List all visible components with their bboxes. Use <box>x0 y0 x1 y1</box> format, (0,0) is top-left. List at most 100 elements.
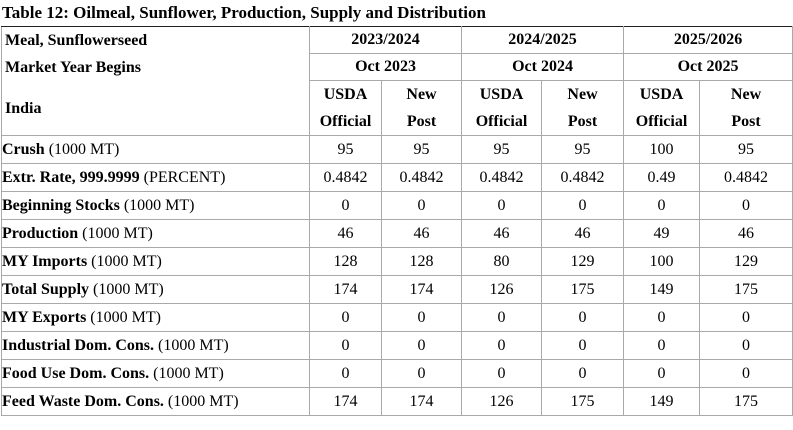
year-header-2025-2026: 2025/2026 <box>623 26 793 54</box>
new-post-line1: New <box>567 86 598 103</box>
usda-official-line1: USDA <box>479 86 524 103</box>
cell-value: 46 <box>699 219 793 248</box>
cell-value: 46 <box>309 219 382 248</box>
cell-value: 95 <box>309 135 382 164</box>
row-label-name: Food Use Dom. Cons. <box>2 364 150 382</box>
row-label: Crush (1000 MT) <box>1 135 310 164</box>
cell-value: 0 <box>309 359 382 388</box>
begin-header-oct-2025: Oct 2025 <box>623 53 793 81</box>
row-label-name: Crush <box>2 140 45 158</box>
row-label-unit: (1000 MT) <box>48 140 120 158</box>
cell-value: 175 <box>541 387 625 416</box>
table-row-crush: Crush (1000 MT) 95 95 95 95 100 95 <box>1 135 793 164</box>
cell-value: 126 <box>461 275 543 304</box>
row-label-name: MY Imports <box>2 252 88 270</box>
row-label-unit: (1000 MT) <box>82 224 153 242</box>
cell-value: 0 <box>380 303 463 332</box>
cell-value: 128 <box>380 247 463 276</box>
cell-value: 128 <box>309 247 382 276</box>
row-label-name: Total Supply <box>2 280 90 298</box>
year-header-2024-2025: 2024/2025 <box>461 26 625 54</box>
cell-value: 0 <box>623 191 701 220</box>
row-label-unit: (1000 MT) <box>167 392 239 410</box>
cell-value: 149 <box>623 387 701 416</box>
cell-value: 129 <box>541 247 625 276</box>
table-title: Table 12: Oilmeal, Sunflower, Production… <box>2 3 486 22</box>
cell-value: 0.4842 <box>461 163 543 192</box>
new-post-header: New Post <box>380 80 463 136</box>
row-label-unit: (1000 MT) <box>123 196 195 214</box>
cell-value: 0 <box>380 331 463 360</box>
row-label: MY Exports (1000 MT) <box>1 303 310 332</box>
row-label-unit: (1000 MT) <box>91 252 162 270</box>
row-label-name: MY Exports <box>2 308 87 326</box>
cell-value: 129 <box>699 247 793 276</box>
cell-value: 174 <box>380 387 463 416</box>
cell-value: 175 <box>699 387 793 416</box>
cell-value: 95 <box>541 135 625 164</box>
row-label-name: Feed Waste Dom. Cons. <box>2 392 164 410</box>
cell-value: 0 <box>461 191 543 220</box>
cell-value: 49 <box>623 219 701 248</box>
cell-value: 0.4842 <box>309 163 382 192</box>
cell-value: 0 <box>623 359 701 388</box>
cell-value: 0 <box>541 359 625 388</box>
begin-header-row: Oct 2023 Oct 2024 Oct 2025 <box>2 53 793 81</box>
commodity-label: Meal, Sunflowerseed <box>5 32 148 49</box>
cell-value: 100 <box>623 135 701 164</box>
cell-value: 0 <box>309 191 382 220</box>
table-row-industrial-dom-cons: Industrial Dom. Cons. (1000 MT) 0 0 0 0 … <box>1 331 793 360</box>
table-row-total-supply: Total Supply (1000 MT) 174 174 126 175 1… <box>1 275 793 304</box>
row-label: Industrial Dom. Cons. (1000 MT) <box>1 331 310 360</box>
row-label: Food Use Dom. Cons. (1000 MT) <box>1 359 310 388</box>
cell-value: 174 <box>309 275 382 304</box>
cell-value: 174 <box>380 275 463 304</box>
usda-official-line1: USDA <box>639 86 684 103</box>
cell-value: 95 <box>461 135 543 164</box>
cell-value: 126 <box>461 387 543 416</box>
row-label-name: Extr. Rate, 999.9999 <box>2 168 140 186</box>
usda-official-line2: Official <box>319 113 372 130</box>
cell-value: 0 <box>541 331 625 360</box>
new-post-line2: Post <box>731 113 761 130</box>
table-row-feed-waste-dom-cons: Feed Waste Dom. Cons. (1000 MT) 174 174 … <box>1 387 793 416</box>
cell-value: 0 <box>380 191 463 220</box>
new-post-header: New Post <box>541 80 625 136</box>
cell-value: 0 <box>309 331 382 360</box>
cell-value: 0 <box>541 191 625 220</box>
cell-value: 0 <box>461 303 543 332</box>
usda-official-line2: Official <box>635 113 688 130</box>
psd-table: Meal, Sunflowerseed Market Year Begins I… <box>1 26 793 416</box>
usda-official-header: USDA Official <box>461 80 543 136</box>
year-header-row: Meal, Sunflowerseed Market Year Begins I… <box>1 26 793 136</box>
row-label: Feed Waste Dom. Cons. (1000 MT) <box>1 387 310 416</box>
row-label-unit: (1000 MT) <box>153 364 224 382</box>
cell-value: 174 <box>309 387 382 416</box>
cell-value: 0 <box>699 303 793 332</box>
row-label: Extr. Rate, 999.9999 (PERCENT) <box>1 163 310 192</box>
cell-value: 0 <box>699 331 793 360</box>
usda-official-header: USDA Official <box>309 80 382 136</box>
market-year-begins-label: Market Year Begins <box>5 59 141 76</box>
cell-value: 0.4842 <box>380 163 463 192</box>
cell-value: 0 <box>699 359 793 388</box>
table-row-my-exports: MY Exports (1000 MT) 0 0 0 0 0 0 <box>1 303 793 332</box>
cell-value: 149 <box>623 275 701 304</box>
usda-official-header: USDA Official <box>623 80 701 136</box>
cell-value: 0 <box>461 359 543 388</box>
cell-value: 0 <box>541 303 625 332</box>
row-label-unit: (1000 MT) <box>93 280 164 298</box>
row-label-unit: (1000 MT) <box>90 308 161 326</box>
row-label-name: Production <box>2 224 79 242</box>
cell-value: 95 <box>380 135 463 164</box>
row-label: Production (1000 MT) <box>1 219 310 248</box>
cell-value: 175 <box>699 275 793 304</box>
begin-header-oct-2023: Oct 2023 <box>308 53 463 81</box>
new-post-line2: Post <box>567 113 598 130</box>
row-label: MY Imports (1000 MT) <box>1 247 310 276</box>
cell-value: 0.4842 <box>699 163 793 192</box>
table-row-extr-rate: Extr. Rate, 999.9999 (PERCENT) 0.4842 0.… <box>1 163 793 192</box>
cell-value: 0 <box>461 331 543 360</box>
new-post-header: New Post <box>699 80 793 136</box>
row-label-unit: (PERCENT) <box>143 168 226 186</box>
